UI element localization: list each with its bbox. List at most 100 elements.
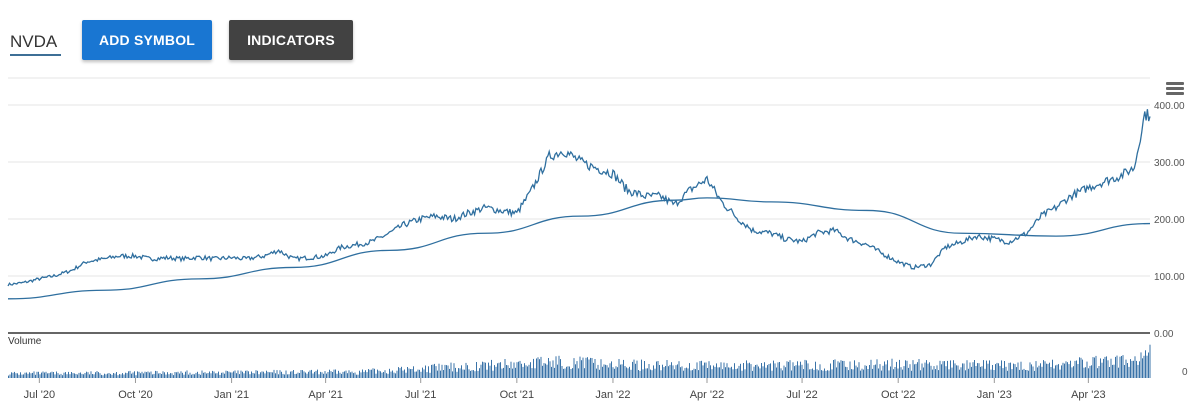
volume-bar: [641, 359, 642, 378]
volume-bar: [111, 374, 113, 378]
volume-bar: [44, 372, 45, 378]
volume-bar: [957, 365, 959, 378]
volume-bar: [611, 361, 612, 378]
volume-bar: [756, 364, 758, 378]
volume-bar: [954, 363, 956, 378]
volume-bar: [102, 375, 104, 378]
volume-bar: [389, 368, 390, 378]
volume-bar: [516, 362, 518, 378]
volume-bar: [113, 373, 114, 378]
x-tick-label: Oct '21: [500, 389, 535, 401]
volume-bar: [996, 362, 998, 378]
volume-bar: [473, 370, 474, 378]
volume-bar: [396, 370, 398, 378]
volume-bar: [461, 365, 462, 378]
volume-bar: [974, 360, 975, 378]
volume-bar: [299, 373, 300, 378]
volume-bar: [201, 370, 203, 378]
volume-bar: [155, 370, 156, 378]
volume-bar: [465, 362, 467, 378]
volume-bar: [521, 363, 522, 378]
x-tick-label: Apr '21: [308, 389, 343, 401]
volume-bar: [123, 374, 125, 378]
volume-bar: [8, 375, 9, 378]
hamburger-menu-icon[interactable]: [1166, 82, 1184, 96]
add-symbol-button[interactable]: ADD SYMBOL: [82, 20, 212, 60]
volume-bar: [348, 370, 350, 378]
volume-bar: [489, 365, 491, 378]
volume-bar: [68, 371, 69, 378]
volume-bar: [620, 364, 621, 378]
volume-bar: [116, 372, 117, 378]
volume-bar: [647, 368, 648, 378]
volume-bar: [567, 366, 569, 378]
volume-bar: [813, 369, 815, 378]
volume-bar: [267, 371, 269, 378]
volume-bar: [161, 374, 162, 378]
volume-bar: [369, 369, 371, 378]
volume-bar: [420, 371, 422, 378]
volume-bar: [32, 372, 33, 378]
volume-bar: [831, 369, 833, 378]
volume-bar: [665, 366, 666, 378]
volume-bar: [1055, 365, 1056, 378]
volume-bar: [65, 372, 66, 378]
indicators-button[interactable]: INDICATORS: [229, 20, 353, 60]
volume-bar: [120, 374, 122, 378]
volume-bar: [663, 367, 665, 378]
volume-bar: [989, 360, 990, 378]
volume-bar: [914, 364, 915, 378]
volume-bar: [440, 370, 441, 378]
volume-bar: [843, 360, 845, 378]
symbol-input[interactable]: [10, 30, 61, 56]
volume-bar: [855, 365, 857, 378]
volume-bar: [708, 361, 710, 378]
volume-bar: [261, 371, 263, 378]
volume-bar: [372, 368, 374, 378]
volume-bar: [329, 369, 330, 378]
volume-bar: [219, 374, 221, 378]
volume-bar: [636, 360, 638, 378]
volume-bar: [981, 366, 983, 378]
volume-bar: [900, 367, 902, 378]
volume-bar: [1128, 366, 1130, 378]
volume-bar: [581, 360, 582, 378]
volume-bar: [350, 372, 351, 378]
volume-bar: [1041, 366, 1043, 378]
volume-bar: [477, 370, 479, 378]
volume-bar: [426, 372, 428, 378]
volume-bar: [797, 361, 798, 378]
volume-bar: [144, 371, 146, 378]
volume-bar: [866, 365, 867, 378]
volume-bar: [1046, 363, 1047, 378]
volume-bar: [506, 365, 507, 378]
volume-bar: [332, 372, 333, 378]
volume-bar: [239, 374, 240, 378]
volume-bar: [488, 362, 489, 378]
volume-bar: [696, 362, 698, 378]
volume-bar: [966, 360, 968, 378]
volume-bar: [71, 372, 72, 378]
volume-bar: [393, 372, 395, 378]
volume-bar: [501, 368, 503, 378]
volume-bar: [1040, 363, 1041, 378]
volume-bar: [965, 370, 966, 378]
volume-bar: [570, 369, 572, 378]
volume-bar: [1019, 369, 1020, 378]
volume-bar: [716, 363, 717, 378]
volume-bar: [1034, 370, 1035, 378]
volume-bar: [572, 368, 573, 378]
volume-bar: [143, 373, 144, 378]
volume-bar: [762, 366, 764, 378]
volume-bar: [266, 370, 267, 378]
volume-bar: [165, 374, 167, 378]
volume-bar: [861, 368, 863, 378]
volume-bar: [684, 368, 686, 378]
x-tick-label: Oct '20: [118, 389, 153, 401]
price-series-line: [7, 109, 1151, 287]
volume-bar: [230, 372, 231, 378]
volume-bar: [938, 370, 939, 378]
volume-bar: [200, 374, 201, 378]
volume-bar: [765, 367, 767, 378]
volume-bar: [335, 369, 336, 378]
